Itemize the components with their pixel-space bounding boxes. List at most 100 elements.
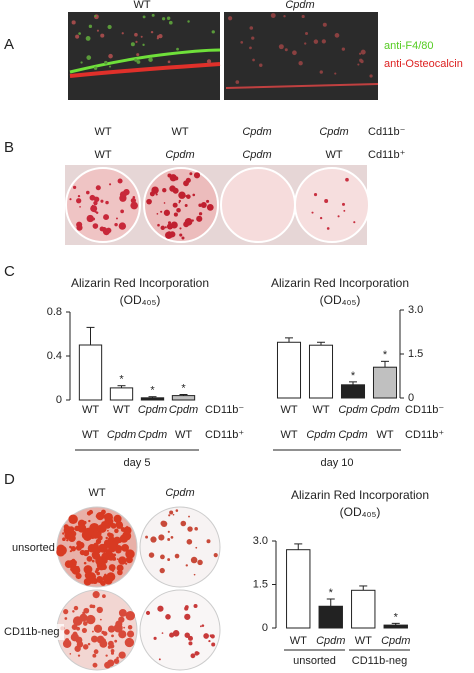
red-stain xyxy=(225,83,379,89)
stain-spot xyxy=(76,565,80,570)
stain-spot xyxy=(108,564,116,571)
stain-spot xyxy=(64,617,68,620)
chart-subtitle: (OD₄₀₅) xyxy=(120,293,161,307)
group-label: unsorted xyxy=(293,655,336,667)
legend-label: anti-Osteocalcin xyxy=(384,58,463,70)
stain-spot xyxy=(113,623,123,633)
stain-spot xyxy=(337,215,340,218)
well xyxy=(220,167,296,243)
stain-spot xyxy=(158,33,163,39)
stain-spot xyxy=(135,40,138,43)
stain-spot xyxy=(91,604,96,609)
x-tick-label: Cpdm xyxy=(107,429,136,441)
stain-spot xyxy=(77,523,87,533)
stain-spot xyxy=(86,55,92,60)
stain-spot xyxy=(82,621,88,626)
row-label: WT xyxy=(171,126,188,138)
stain-spot xyxy=(235,80,240,84)
stain-spot xyxy=(369,74,373,78)
stain-spot xyxy=(99,618,102,621)
stain-spot xyxy=(118,651,126,659)
stain-spot xyxy=(71,20,76,25)
stain-spot xyxy=(164,226,167,229)
stain-spot xyxy=(107,640,114,647)
stain-spot xyxy=(112,556,117,561)
significance-label: * xyxy=(181,382,186,394)
stain-spot xyxy=(311,211,314,214)
stain-spot xyxy=(284,48,288,52)
stain-spot xyxy=(209,634,213,638)
stain-spot xyxy=(108,539,113,544)
stain-spot xyxy=(77,541,85,549)
stain-spot xyxy=(68,526,75,533)
x-tick-label: Cpdm xyxy=(306,429,335,441)
chart-subtitle: (OD₄₀₅) xyxy=(340,505,381,519)
stain-spot xyxy=(145,535,148,539)
stain-spot xyxy=(126,558,130,562)
stain-spot xyxy=(190,653,196,659)
stain-spot xyxy=(200,202,207,208)
stain-spot xyxy=(159,567,165,574)
stain-spot xyxy=(70,545,77,552)
stain-spot xyxy=(127,630,135,638)
stain-spot xyxy=(113,658,120,664)
well xyxy=(294,167,370,243)
stain-spot xyxy=(105,200,109,205)
stain-spot xyxy=(93,542,99,548)
stain-spot xyxy=(83,565,93,574)
stain-spot xyxy=(169,510,174,515)
stain-spot xyxy=(95,211,99,214)
x-tick-label: WT xyxy=(175,429,192,441)
stain-spot xyxy=(168,514,171,517)
red-stain xyxy=(69,62,221,78)
stain-spot xyxy=(192,193,196,197)
stain-spot xyxy=(88,24,93,28)
stain-spot xyxy=(121,544,129,552)
stain-spot xyxy=(82,611,86,615)
stain-spot xyxy=(213,552,218,558)
stain-spot xyxy=(184,606,189,611)
stain-spot xyxy=(249,26,254,30)
stain-spot xyxy=(107,645,112,649)
stain-spot xyxy=(184,613,191,620)
stain-spot xyxy=(158,658,161,661)
stain-spot xyxy=(96,29,99,32)
stain-spot xyxy=(81,627,87,633)
stain-spot xyxy=(353,221,356,224)
row-label: WT xyxy=(94,126,111,138)
stain-spot xyxy=(83,520,87,525)
stain-spot xyxy=(252,58,255,62)
stain-spot xyxy=(105,654,108,657)
stain-spot xyxy=(206,59,212,64)
stain-spot xyxy=(198,203,202,207)
group-label: CD11b-neg xyxy=(352,655,407,667)
stain-spot xyxy=(86,214,94,223)
bar xyxy=(351,589,376,629)
stain-spot xyxy=(270,13,276,18)
stain-spot xyxy=(305,32,309,36)
stain-spot xyxy=(157,223,160,227)
stain-spot xyxy=(148,57,153,62)
stain-spot xyxy=(83,561,87,565)
stain-spot xyxy=(100,199,104,203)
green-stain xyxy=(69,48,221,74)
row-name: CD11b⁻ xyxy=(205,404,244,416)
well xyxy=(143,167,219,243)
stain-spot xyxy=(122,528,126,532)
stain-spot xyxy=(163,209,171,216)
stain-spot xyxy=(118,616,125,623)
stain-spot xyxy=(206,539,211,544)
stain-spot xyxy=(80,61,83,64)
stain-spot xyxy=(105,536,108,540)
stain-spot xyxy=(175,509,179,512)
x-tick-label: Cpdm xyxy=(338,429,367,441)
stain-spot xyxy=(167,558,171,561)
dish xyxy=(139,506,221,588)
stain-spot xyxy=(69,515,77,523)
stain-spot xyxy=(73,605,79,611)
stain-spot xyxy=(101,564,107,570)
stain-spot xyxy=(167,60,171,64)
stain-spot xyxy=(183,221,190,228)
stain-spot xyxy=(92,662,98,668)
